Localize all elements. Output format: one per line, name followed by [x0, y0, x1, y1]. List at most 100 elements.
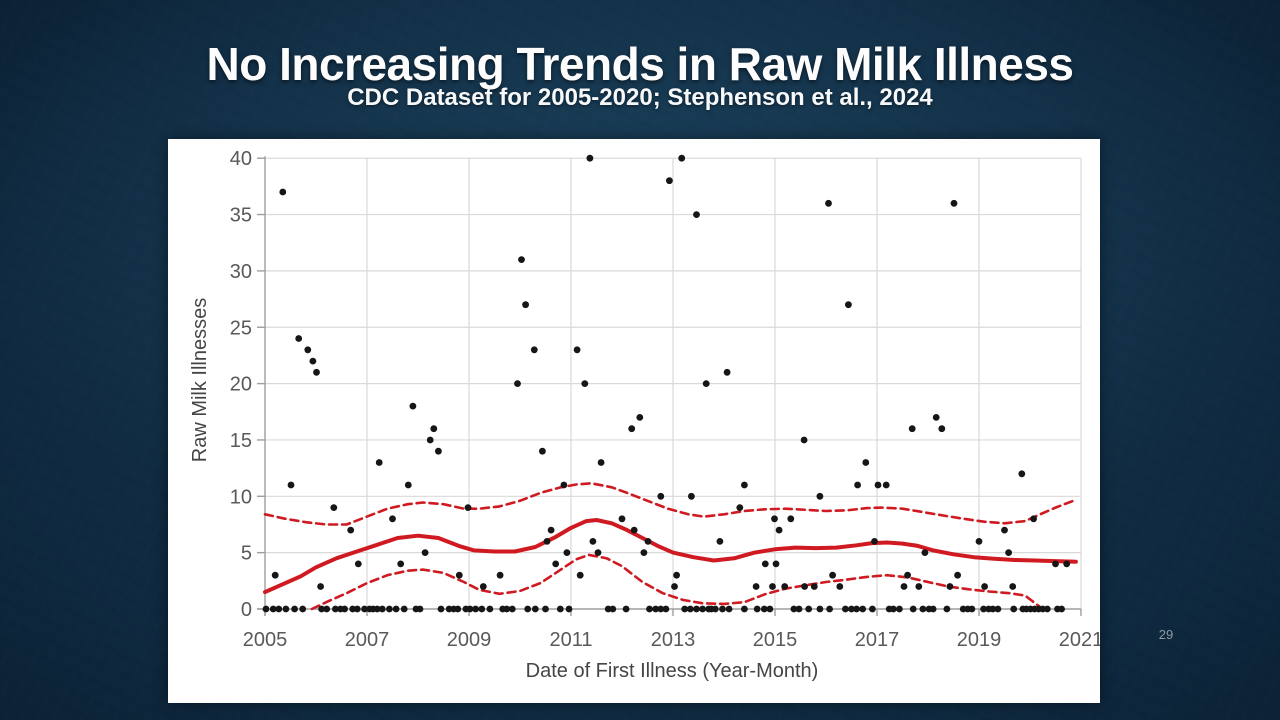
- data-point: [1052, 560, 1059, 568]
- data-point: [1018, 470, 1026, 478]
- data-point: [1005, 549, 1012, 556]
- data-point: [946, 583, 954, 590]
- data-point: [275, 605, 283, 613]
- data-point: [486, 605, 494, 613]
- data-point: [646, 605, 653, 613]
- slide-subtitle: CDC Dataset for 2005-2020; Stephenson et…: [347, 84, 933, 111]
- data-point: [373, 605, 381, 613]
- data-point: [455, 571, 463, 579]
- data-point: [271, 571, 279, 579]
- data-point: [496, 571, 504, 579]
- data-point: [854, 481, 861, 489]
- data-point: [741, 605, 748, 613]
- data-point: [652, 605, 660, 613]
- svg-text:2009: 2009: [447, 629, 492, 651]
- data-point: [361, 605, 368, 613]
- svg-text:35: 35: [230, 205, 252, 227]
- axis-titles: Date of First Illness (Year-Month) Raw Mi…: [189, 298, 818, 682]
- data-point: [1043, 605, 1051, 613]
- data-point: [318, 605, 325, 613]
- data-point: [919, 605, 927, 613]
- data-point: [845, 301, 852, 309]
- svg-text:2007: 2007: [345, 629, 390, 651]
- data-point: [994, 605, 1002, 613]
- data-point: [938, 425, 946, 433]
- data-point: [805, 605, 813, 613]
- data-point: [702, 380, 710, 387]
- data-point: [524, 605, 532, 613]
- data-point: [1009, 583, 1017, 590]
- data-point: [871, 538, 878, 545]
- data-point: [409, 402, 417, 410]
- data-point: [666, 177, 673, 185]
- svg-text:2019: 2019: [957, 629, 1002, 651]
- data-point: [416, 605, 424, 613]
- data-point: [539, 447, 546, 455]
- data-point: [989, 605, 997, 613]
- svg-text:0: 0: [241, 599, 252, 621]
- data-point: [560, 481, 568, 489]
- data-point: [787, 515, 795, 523]
- data-point: [597, 459, 605, 466]
- scatter-chart: 0 5 10 15 20 25 30 35 40 2005 2007 2009 2011 2013 2015…: [189, 148, 1103, 682]
- data-point: [719, 605, 726, 613]
- page-number: 29: [1158, 627, 1174, 642]
- data-point: [896, 605, 903, 613]
- data-point: [688, 492, 695, 500]
- data-point: [556, 605, 564, 613]
- data-point: [772, 560, 780, 568]
- svg-text:2011: 2011: [549, 629, 592, 651]
- data-point: [589, 538, 597, 545]
- data-point: [573, 346, 581, 354]
- data-point: [295, 335, 303, 342]
- data-point: [1058, 605, 1065, 613]
- data-point: [518, 256, 525, 263]
- data-point: [943, 605, 951, 613]
- data-point: [829, 571, 836, 579]
- data-point: [662, 605, 670, 613]
- data-point: [908, 425, 916, 433]
- upper-confidence-band: [263, 481, 1075, 526]
- data-point: [437, 605, 445, 613]
- x-axis-title: Date of First Illness (Year-Month): [526, 660, 819, 682]
- data-point: [472, 605, 479, 613]
- data-point: [552, 560, 560, 568]
- data-point: [291, 605, 298, 613]
- data-point: [400, 605, 408, 613]
- data-point: [313, 368, 320, 376]
- data-point: [657, 605, 665, 613]
- gridlines: [265, 157, 1082, 609]
- data-point: [304, 346, 312, 354]
- data-point: [736, 504, 744, 511]
- data-point: [801, 583, 808, 590]
- data-point: [816, 492, 824, 500]
- data-point: [404, 481, 412, 489]
- data-point: [435, 447, 442, 455]
- svg-text:2015: 2015: [753, 629, 798, 651]
- monthly-raw-milk-illness-counts: [262, 154, 1071, 613]
- data-point: [282, 605, 290, 613]
- data-point: [299, 605, 307, 613]
- data-point: [478, 605, 486, 613]
- data-point: [766, 605, 774, 613]
- data-point: [630, 526, 638, 534]
- data-point: [1030, 515, 1037, 523]
- data-point: [622, 605, 630, 613]
- data-point: [594, 549, 602, 556]
- trend-line: [263, 518, 1078, 595]
- data-point: [375, 459, 383, 466]
- data-point: [723, 368, 731, 376]
- data-point: [262, 605, 270, 613]
- data-point: [542, 605, 549, 613]
- data-point: [686, 605, 694, 613]
- svg-text:20: 20: [230, 374, 252, 396]
- data-point: [795, 605, 803, 613]
- data-point: [673, 571, 680, 579]
- data-point: [531, 605, 539, 613]
- data-point: [671, 583, 678, 590]
- data-point: [975, 538, 983, 545]
- data-point: [725, 605, 733, 613]
- data-point: [269, 605, 277, 613]
- y-axis-title: Raw Milk Illnesses: [189, 298, 211, 462]
- data-point: [932, 414, 940, 421]
